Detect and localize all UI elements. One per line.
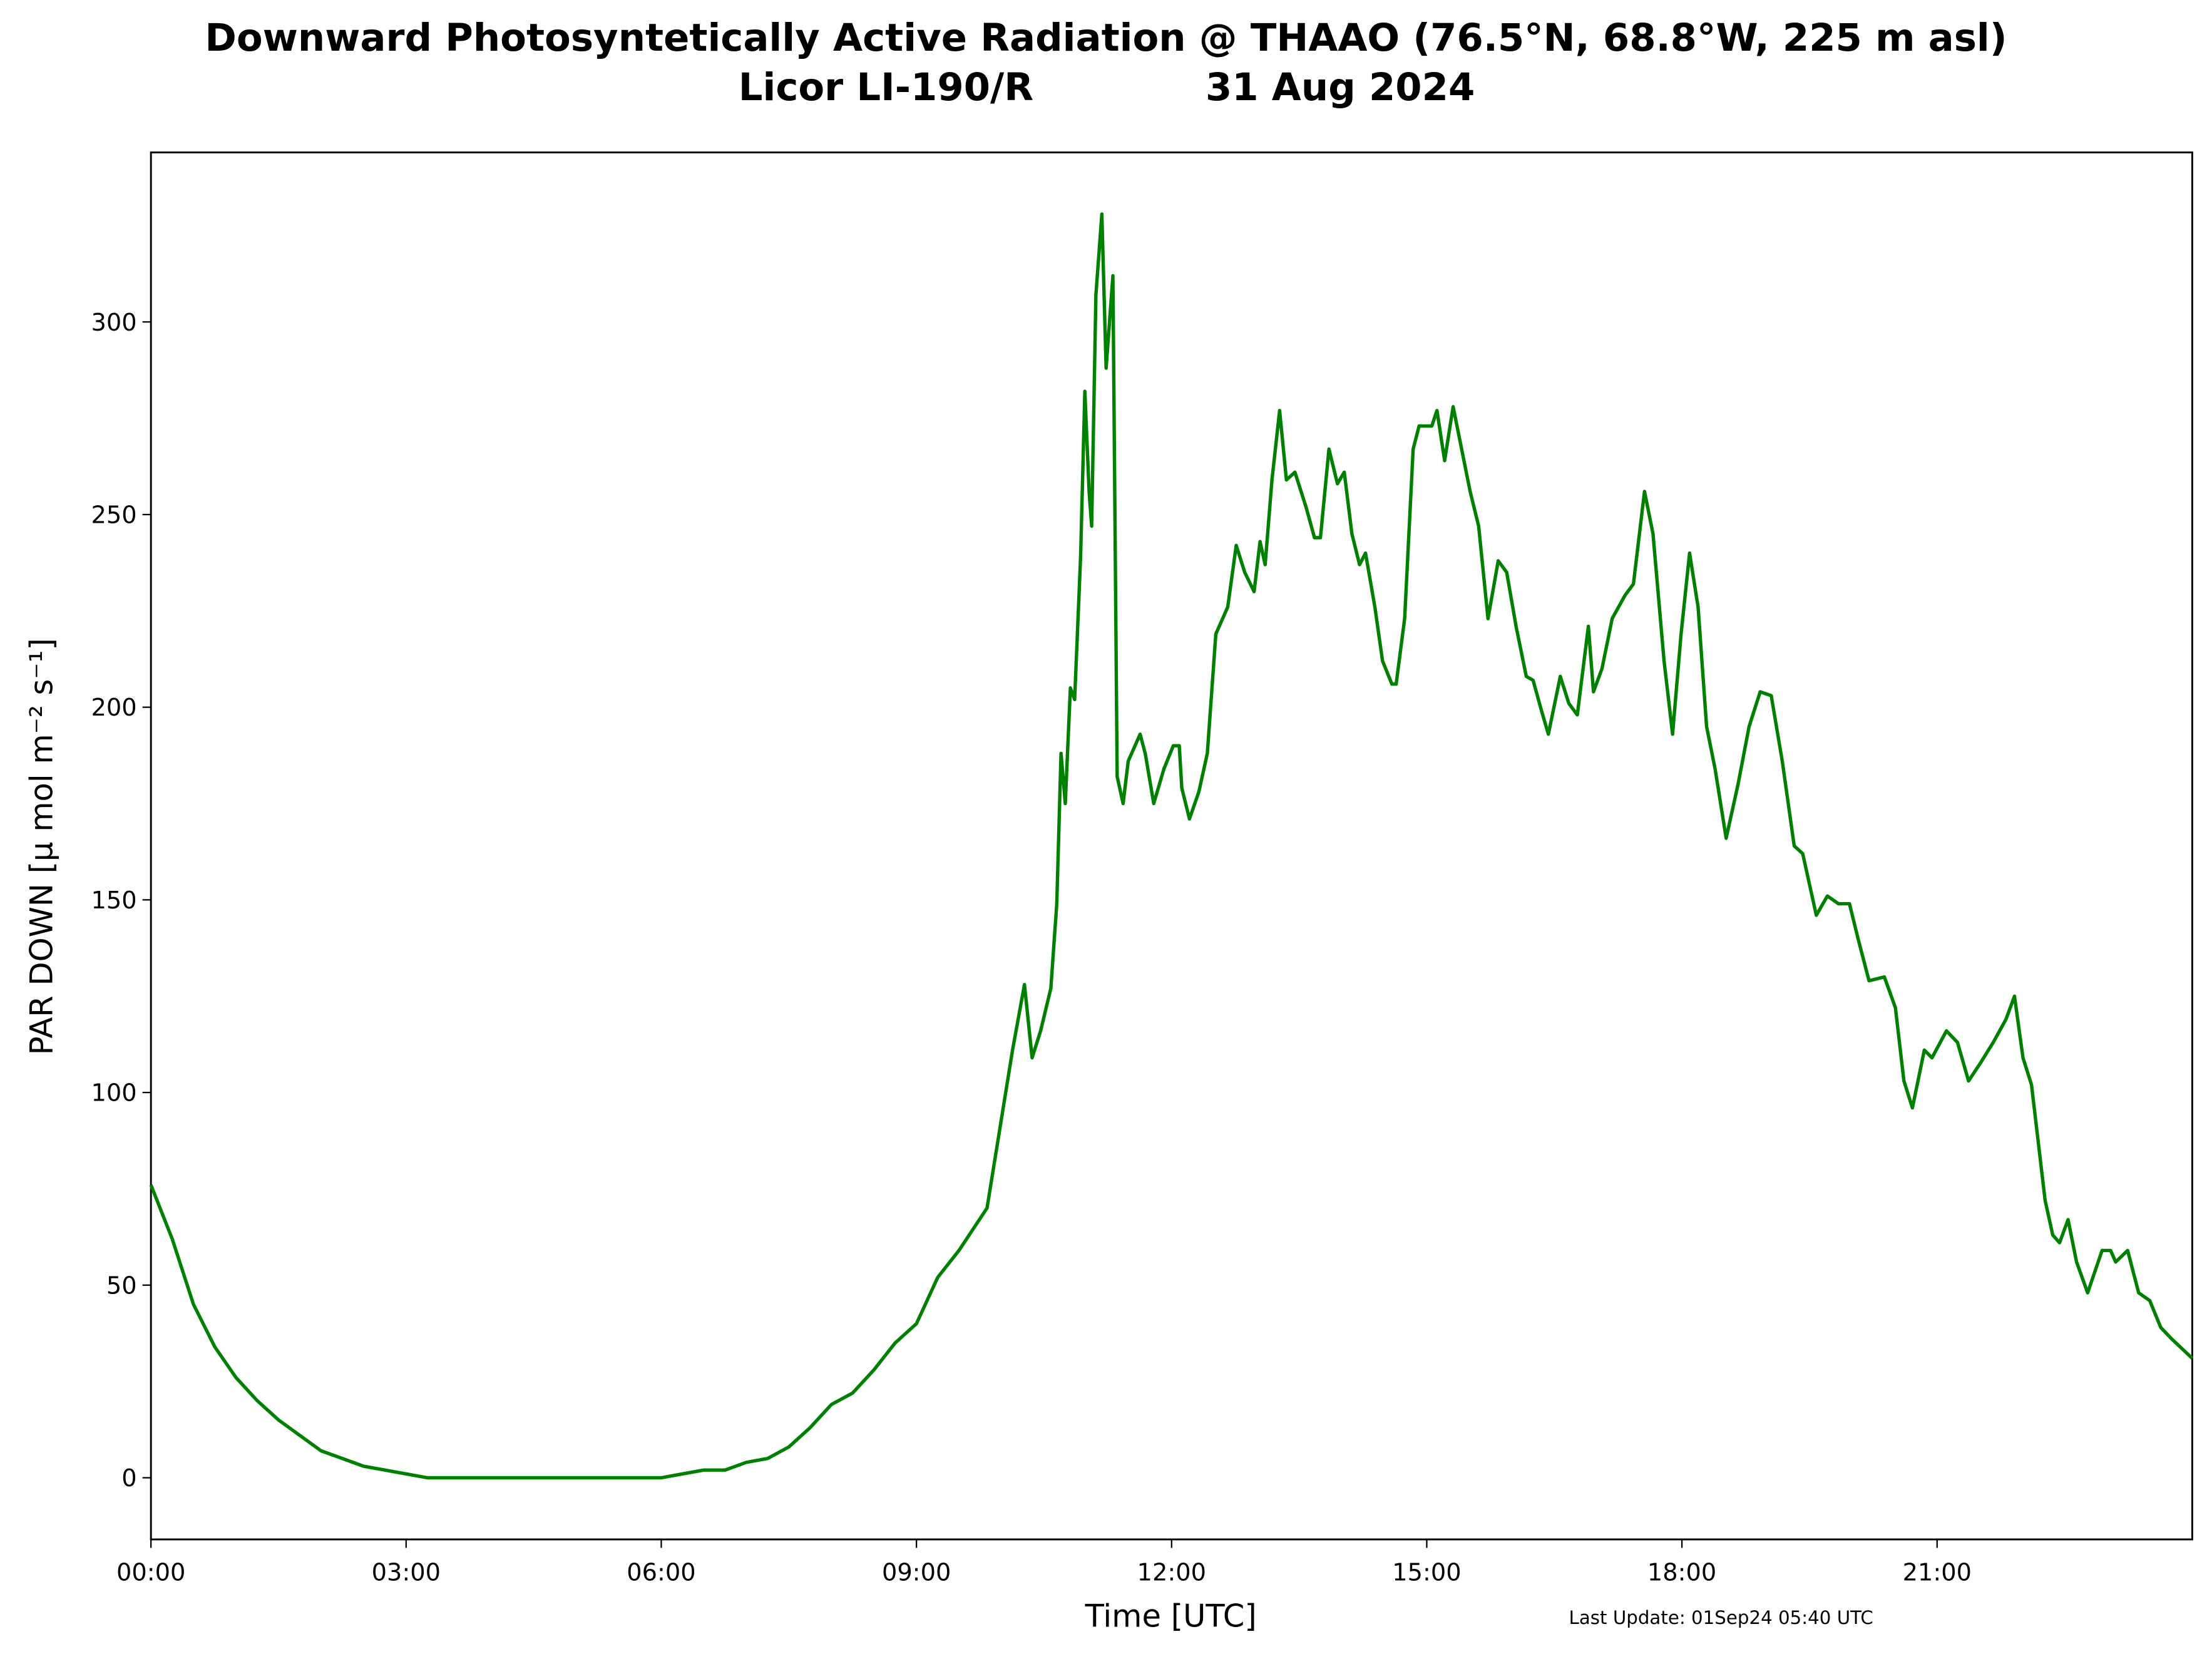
y-axis-label: PAR DOWN [μ mol m⁻² s⁻¹]	[23, 638, 59, 1055]
x-tick-label: 12:00	[1137, 1558, 1206, 1586]
y-tick-label: 100	[91, 1079, 137, 1107]
x-tick-label: 15:00	[1392, 1558, 1461, 1586]
x-tick-label: 06:00	[627, 1558, 695, 1586]
date: 31 Aug 2024	[1206, 66, 1475, 110]
x-tick-label: 09:00	[882, 1558, 951, 1586]
instrument: Licor LI-190/R	[739, 66, 1033, 110]
footer-note: Last Update: 01Sep24 05:40 UTC	[1569, 1607, 1873, 1628]
chart-title: Downward Photosyntetically Active Radiat…	[205, 16, 2007, 60]
x-tick-label: 00:00	[116, 1558, 185, 1586]
y-tick-label: 200	[91, 694, 137, 722]
x-tick-label: 18:00	[1647, 1558, 1716, 1586]
y-tick-label: 250	[91, 501, 137, 529]
x-tick-label: 03:00	[372, 1558, 441, 1586]
x-axis-label: Time [UTC]	[1085, 1598, 1257, 1635]
y-tick-label: 0	[121, 1464, 136, 1492]
data-line	[149, 212, 2194, 1480]
x-tick-label: 21:00	[1903, 1558, 1972, 1586]
y-tick-label: 150	[91, 886, 137, 915]
y-tick-label: 50	[106, 1271, 137, 1300]
y-tick-label: 300	[91, 309, 137, 337]
